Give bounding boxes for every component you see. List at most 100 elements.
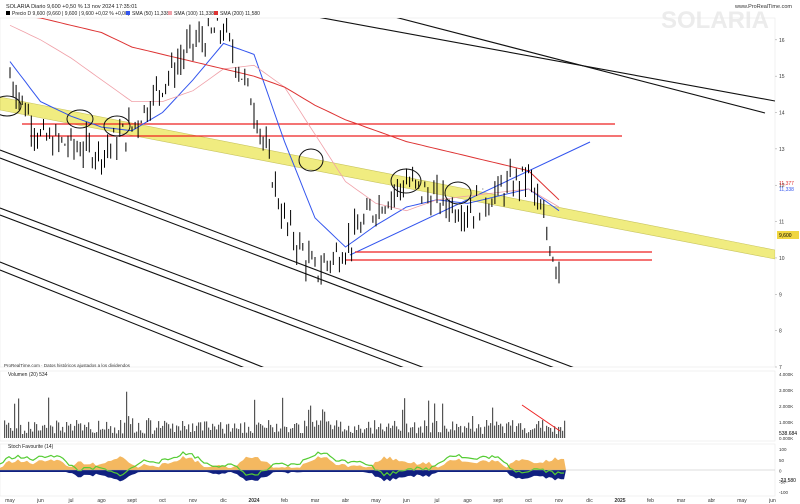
volume-bar <box>78 423 80 438</box>
volume-bar <box>382 429 384 438</box>
volume-bar <box>472 416 474 438</box>
volume-bar <box>456 423 458 438</box>
legend-sma200: SMA (200) 11,580 <box>220 11 260 17</box>
volume-bar <box>480 427 482 438</box>
volume-bar <box>30 428 32 438</box>
volume-bar <box>534 428 536 438</box>
price-plot-area <box>0 18 775 367</box>
volume-bar <box>440 432 442 438</box>
volume-bar <box>284 426 286 438</box>
volume-bar <box>372 433 374 438</box>
volume-bar <box>376 429 378 438</box>
volume-bar <box>158 421 160 438</box>
volume-bar <box>492 407 494 438</box>
volume-bar <box>524 428 526 438</box>
volume-bar <box>490 423 492 438</box>
volume-bar <box>76 420 78 438</box>
volume-bar <box>122 433 124 438</box>
volume-bar <box>242 432 244 438</box>
volume-bar <box>52 426 54 438</box>
volume-bar <box>218 424 220 438</box>
volume-bar <box>478 424 480 438</box>
volume-bar <box>282 397 284 438</box>
volume-bar <box>482 433 484 438</box>
volume-bar <box>214 426 216 438</box>
volume-bar <box>378 427 380 438</box>
volume-bar <box>42 425 44 438</box>
volume-bar <box>148 418 150 438</box>
x-tick-label: jun <box>768 498 776 504</box>
volume-bar <box>516 426 518 438</box>
volume-bar <box>172 423 174 438</box>
volume-bar <box>564 420 566 438</box>
price-panel[interactable] <box>0 17 776 368</box>
price-tags: 11,377 11,338 9,600 <box>777 181 799 239</box>
volume-bar <box>44 424 46 438</box>
volume-bar <box>412 427 414 438</box>
volume-bar <box>418 427 420 438</box>
volume-bar <box>106 421 108 438</box>
volume-bar <box>340 421 342 438</box>
volume-bar <box>62 426 64 438</box>
volume-bar <box>290 428 292 438</box>
volume-bar <box>226 424 228 438</box>
volume-current: 538.684 <box>779 431 797 437</box>
price-y-tick: 16 <box>779 38 785 44</box>
volume-bar <box>194 431 196 438</box>
legend: Precio D 9,600 (9,660 | 9,600 | 9,600 +0… <box>6 11 260 17</box>
volume-bar <box>444 425 446 438</box>
volume-bar <box>404 398 406 438</box>
marker-ellipse-2 <box>66 109 94 129</box>
volume-bar <box>424 420 426 438</box>
volume-bar <box>66 422 68 438</box>
volume-bar <box>240 423 242 438</box>
volume-bar <box>384 431 386 438</box>
volume-bar <box>348 425 350 438</box>
volume-bar <box>74 425 76 438</box>
volume-bar <box>400 430 402 438</box>
x-tick-label: abr <box>342 498 350 504</box>
volume-bar <box>394 420 396 438</box>
volume-bar <box>338 426 340 438</box>
volume-bar <box>430 432 432 438</box>
volume-bar <box>286 427 288 438</box>
volume-bar <box>474 431 476 438</box>
volume-panel[interactable] <box>0 370 776 442</box>
volume-bar <box>276 423 278 438</box>
volume-bar <box>390 428 392 438</box>
volume-bar <box>414 422 416 438</box>
volume-bar <box>114 427 116 438</box>
volume-bar <box>514 431 516 438</box>
volume-bar <box>486 420 488 438</box>
volume-bar <box>108 428 110 438</box>
volume-bar <box>346 430 348 438</box>
volume-bar <box>502 426 504 438</box>
volume-bar <box>374 420 376 438</box>
volume-bar <box>86 427 88 438</box>
volume-bar <box>508 422 510 438</box>
x-tick-label: dic <box>220 498 227 504</box>
volume-bar <box>354 426 356 438</box>
marker-ellipse-3 <box>103 115 131 137</box>
brand-url[interactable]: www.ProRealTime.com <box>734 4 792 10</box>
x-tick-label: mar <box>311 498 320 504</box>
volume-bar <box>552 431 554 438</box>
volume-bar <box>146 420 148 438</box>
volume-bar <box>302 433 304 438</box>
volume-bar <box>476 428 478 438</box>
volume-bar <box>362 432 364 438</box>
trend-band <box>0 96 775 260</box>
volume-bar <box>438 432 440 438</box>
volume-bar <box>38 430 40 438</box>
volume-bar <box>248 426 250 438</box>
volume-bar <box>318 424 320 438</box>
x-tick-label: abr <box>708 498 716 504</box>
oscillator-navy-area <box>0 470 566 482</box>
oscillator-green-line <box>0 451 565 477</box>
volume-bar <box>450 429 452 438</box>
price-y-axis: 16 15 14 13 12 11 10 9 8 7 <box>775 38 785 371</box>
volume-bar <box>392 425 394 438</box>
volume-bar <box>110 426 112 438</box>
volume-bar <box>130 424 132 438</box>
